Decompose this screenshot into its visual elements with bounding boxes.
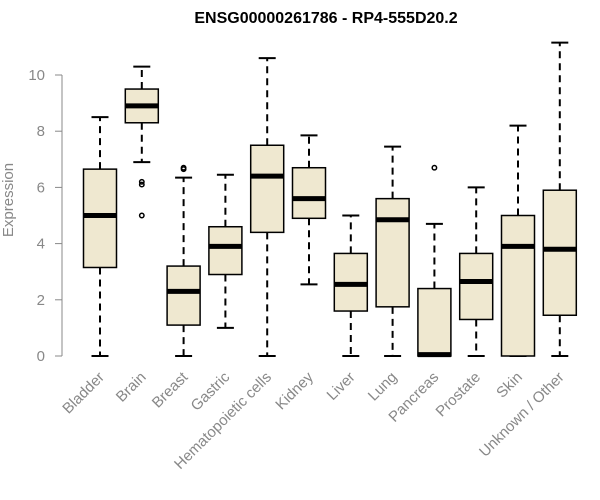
box-group <box>249 57 285 357</box>
outlier-point <box>138 212 145 219</box>
iqr-box <box>208 225 243 276</box>
iqr-box <box>249 144 285 234</box>
outlier-point <box>431 164 438 171</box>
x-tick-label: Kidney <box>272 368 317 413</box>
box-group <box>333 214 369 357</box>
iqr-box <box>417 287 452 357</box>
box-group <box>291 134 327 286</box>
iqr-box <box>166 265 201 326</box>
box-group <box>82 116 118 357</box>
x-tick-label: Breast <box>149 368 192 411</box>
x-tick-label: Prostate <box>432 369 484 421</box>
x-tick-label: Brain <box>113 369 150 406</box>
iqr-box <box>375 197 410 308</box>
box-group <box>542 41 578 357</box>
y-tick-label: 6 <box>37 179 45 196</box>
iqr-box <box>500 214 536 357</box>
y-axis: 0 2 4 6 8 10 <box>28 67 63 365</box>
box-group <box>166 164 201 357</box>
iqr-box <box>291 166 327 220</box>
x-tick-label: Bladder <box>59 369 108 418</box>
box-group <box>458 186 494 357</box>
y-tick-label: 10 <box>28 67 45 84</box>
plot-area <box>82 41 578 358</box>
box-group <box>208 173 243 329</box>
box-group <box>417 164 452 358</box>
box-group <box>500 124 536 357</box>
outlier-point <box>138 178 145 185</box>
x-tick-label: Liver <box>324 369 359 404</box>
x-tick-label: Lung <box>365 369 401 405</box>
y-axis-label: Expression <box>0 163 17 237</box>
y-tick-label: 0 <box>37 348 45 365</box>
iqr-box <box>82 168 118 269</box>
box-group <box>375 145 410 357</box>
y-tick-label: 8 <box>37 123 45 140</box>
outlier-point <box>180 164 187 171</box>
box-group <box>124 65 160 219</box>
chart-title: ENSG00000261786 - RP4-555D20.2 <box>194 10 457 27</box>
y-tick-label: 4 <box>37 236 45 253</box>
iqr-box <box>458 252 494 321</box>
outlier-point <box>138 181 145 188</box>
iqr-box <box>542 189 578 317</box>
x-tick-label: Skin <box>493 369 526 402</box>
y-tick-label: 2 <box>37 292 45 309</box>
